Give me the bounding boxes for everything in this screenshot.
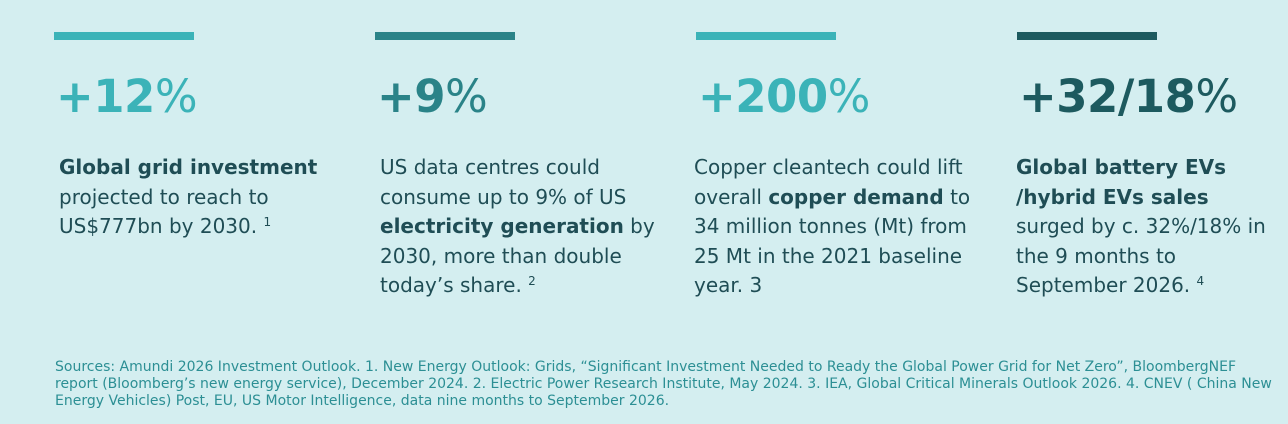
accent-bar bbox=[1017, 32, 1157, 40]
stat-description: Global grid investment projected to reac… bbox=[59, 155, 318, 238]
accent-bar bbox=[54, 32, 194, 40]
stat-value: +32/18% bbox=[1019, 70, 1238, 123]
footnote-marker: 1 bbox=[263, 215, 272, 229]
stat-value: +200% bbox=[698, 70, 870, 123]
stat-description: US data centres could consume up to 9% o… bbox=[380, 155, 655, 297]
stat-description: Global battery EVs /hybrid EVs sales sur… bbox=[1016, 155, 1266, 297]
stat-description: Copper cleantech could lift overall copp… bbox=[694, 155, 971, 297]
stat-value: +12% bbox=[56, 70, 198, 123]
accent-bar bbox=[696, 32, 836, 40]
footnote-marker: 2 bbox=[528, 274, 536, 288]
sources-footnote: Sources: Amundi 2026 Investment Outlook.… bbox=[55, 359, 1272, 409]
accent-bar bbox=[375, 32, 515, 40]
stat-value: +9% bbox=[377, 70, 488, 123]
footnote-marker: 4 bbox=[1196, 274, 1205, 288]
